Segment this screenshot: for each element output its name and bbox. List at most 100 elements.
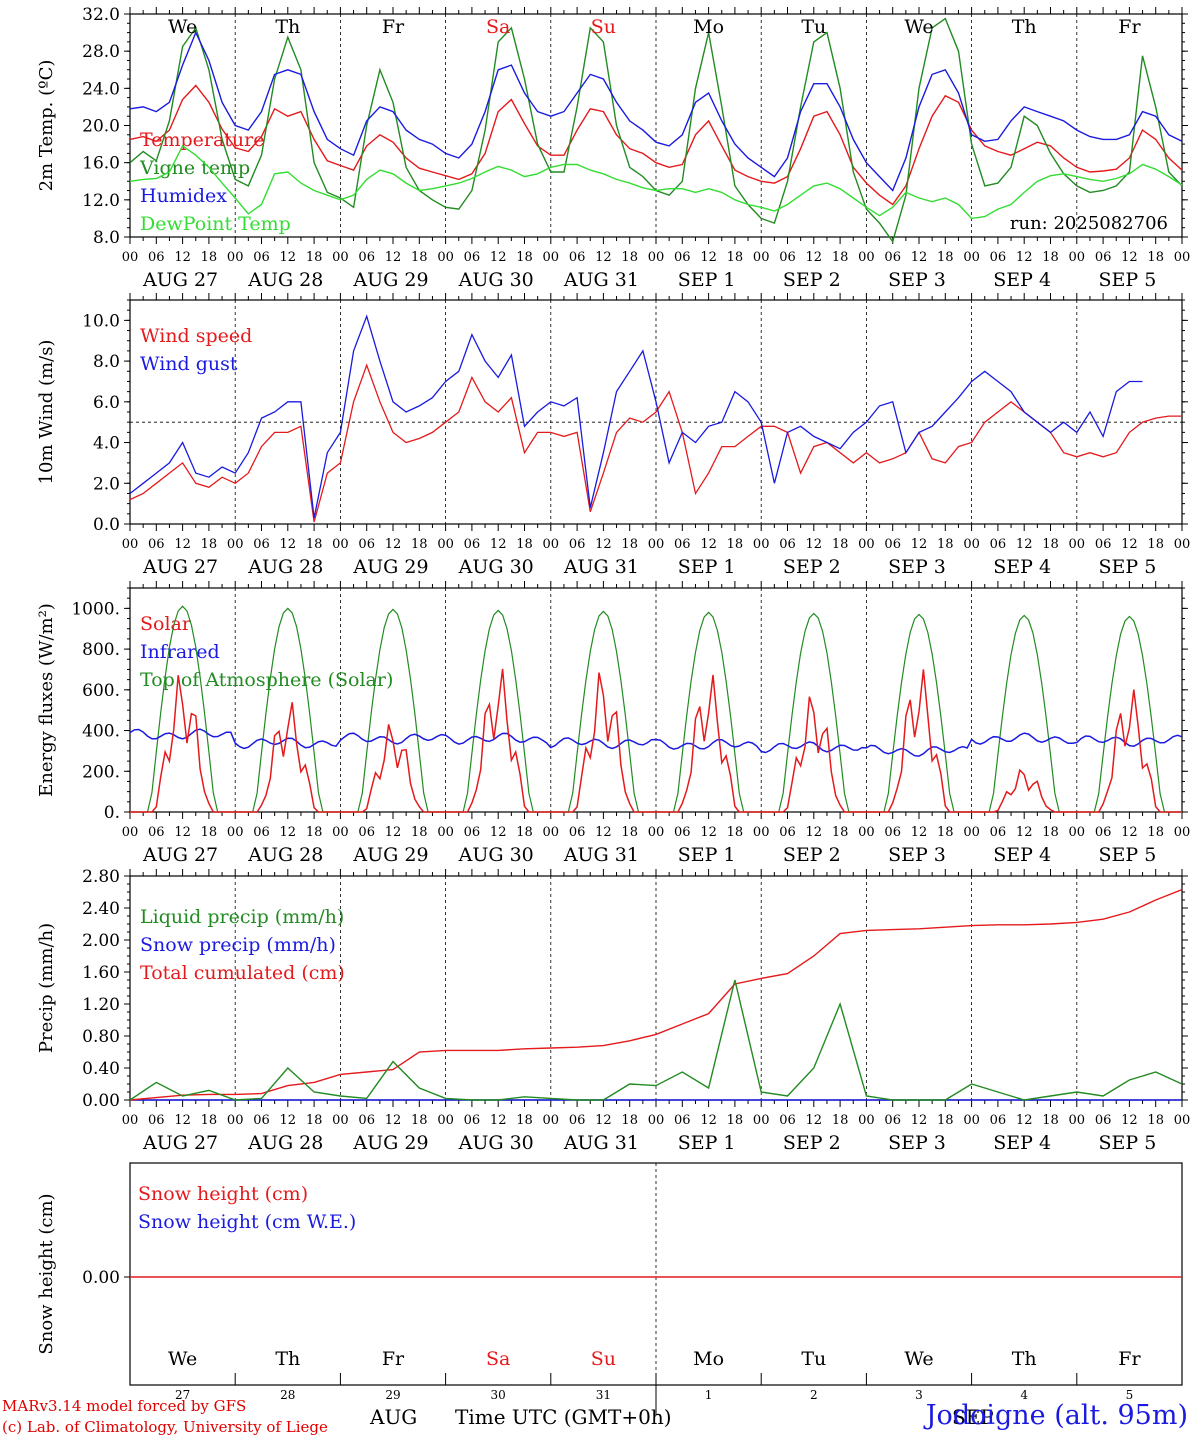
x-hour-label: 00: [1174, 250, 1191, 265]
x-hour-label: 18: [516, 825, 533, 840]
weekday-label: Fr: [1118, 16, 1141, 38]
x-date-label: SEP 1: [678, 1132, 736, 1154]
x-hour-label: 18: [727, 250, 744, 265]
day-number-label: 4: [1020, 1388, 1028, 1402]
weekday-label: Fr: [1118, 1348, 1141, 1370]
series-line: [129, 363, 1182, 523]
x-date-label: AUG 27: [142, 1132, 218, 1154]
y-tick-label: 8.0: [93, 228, 120, 248]
x-date-label: AUG 28: [247, 269, 323, 291]
x-hour-label: 18: [621, 250, 638, 265]
x-hour-label: 12: [280, 250, 297, 265]
y-tick-label: 0.0: [93, 515, 120, 535]
x-hour-label: 18: [411, 250, 428, 265]
x-date-label: AUG 29: [352, 1132, 428, 1154]
x-hour-label: 06: [884, 250, 901, 265]
x-hour-label: 06: [253, 825, 270, 840]
x-hour-label: 06: [569, 537, 586, 552]
month-label-aug: AUG: [370, 1405, 418, 1429]
x-hour-label: 00: [1069, 250, 1086, 265]
x-hour-label: 06: [674, 825, 691, 840]
x-hour-label: 12: [1016, 1113, 1033, 1128]
x-hour-label: 00: [858, 825, 875, 840]
x-hour-label: 12: [595, 1113, 612, 1128]
x-hour-label: 18: [201, 250, 218, 265]
x-date-label: AUG 30: [458, 556, 534, 578]
y-tick-label: 400.: [82, 722, 120, 742]
x-hour-label: 12: [1016, 537, 1033, 552]
x-hour-label: 06: [148, 537, 165, 552]
x-hour-label: 00: [437, 537, 454, 552]
x-hour-label: 18: [1042, 825, 1059, 840]
x-date-label: SEP 1: [678, 844, 736, 866]
weekday-label: Su: [591, 1348, 616, 1370]
x-hour-label: 18: [832, 250, 849, 265]
x-date-label: SEP 1: [678, 269, 736, 291]
x-date-label: SEP 5: [1098, 556, 1156, 578]
x-hour-label: 00: [753, 825, 770, 840]
x-hour-label: 06: [1095, 825, 1112, 840]
x-hour-label: 06: [148, 250, 165, 265]
day-number-label: 31: [596, 1388, 611, 1402]
x-hour-label: 12: [911, 250, 928, 265]
x-hour-label: 12: [490, 537, 507, 552]
model-credit: MARv3.14 model forced by GFS: [2, 1397, 247, 1415]
x-hour-label: 18: [727, 537, 744, 552]
x-hour-label: 00: [858, 250, 875, 265]
weekday-label: Th: [275, 16, 300, 38]
x-hour-label: 00: [1069, 825, 1086, 840]
x-hour-label: 18: [411, 825, 428, 840]
x-hour-label: 06: [358, 537, 375, 552]
x-hour-label: 00: [1069, 537, 1086, 552]
series-line: [129, 314, 1143, 519]
x-date-label: SEP 3: [888, 844, 946, 866]
x-hour-label: 00: [543, 250, 560, 265]
y-tick-label: 0.00: [82, 1091, 120, 1111]
x-hour-label: 12: [174, 250, 191, 265]
x-hour-label: 00: [753, 250, 770, 265]
x-date-label: SEP 4: [993, 269, 1051, 291]
y-tick-label: 2.80: [82, 867, 120, 887]
x-date-label: AUG 30: [458, 1132, 534, 1154]
x-hour-label: 12: [1016, 825, 1033, 840]
x-hour-label: 12: [385, 250, 402, 265]
legend-entry: Total cumulated (cm): [140, 962, 345, 984]
x-hour-label: 12: [700, 1113, 717, 1128]
x-hour-label: 00: [963, 1113, 980, 1128]
y-tick-label: 24.0: [82, 79, 120, 99]
x-hour-label: 00: [332, 250, 349, 265]
series-line: [129, 84, 1183, 206]
x-hour-label: 00: [753, 1113, 770, 1128]
day-number-label: 28: [280, 1388, 295, 1402]
x-hour-label: 00: [1174, 1113, 1191, 1128]
y-tick-label: 6.0: [93, 393, 120, 413]
day-number-label: 27: [175, 1388, 190, 1402]
x-hour-label: 18: [621, 537, 638, 552]
y-tick-label: 32.0: [82, 5, 120, 25]
x-date-label: SEP 3: [888, 1132, 946, 1154]
x-hour-label: 00: [543, 537, 560, 552]
x-hour-label: 00: [332, 1113, 349, 1128]
x-hour-label: 12: [700, 537, 717, 552]
x-hour-label: 18: [306, 250, 323, 265]
x-hour-label: 12: [595, 825, 612, 840]
x-date-label: SEP 2: [783, 1132, 841, 1154]
x-hour-label: 06: [358, 250, 375, 265]
x-date-label: AUG 31: [563, 1132, 639, 1154]
x-hour-label: 06: [464, 537, 481, 552]
x-hour-label: 12: [1121, 537, 1138, 552]
x-hour-label: 12: [806, 1113, 823, 1128]
x-hour-label: 06: [358, 1113, 375, 1128]
x-hour-label: 00: [1174, 537, 1191, 552]
x-hour-label: 00: [437, 1113, 454, 1128]
x-date-label: SEP 3: [888, 556, 946, 578]
x-hour-label: 06: [779, 825, 796, 840]
x-hour-label: 18: [937, 537, 954, 552]
x-hour-label: 18: [937, 1113, 954, 1128]
y-tick-label: 0.80: [82, 1027, 120, 1047]
x-date-label: SEP 2: [783, 269, 841, 291]
x-hour-label: 18: [201, 1113, 218, 1128]
weekday-label: We: [904, 16, 933, 38]
